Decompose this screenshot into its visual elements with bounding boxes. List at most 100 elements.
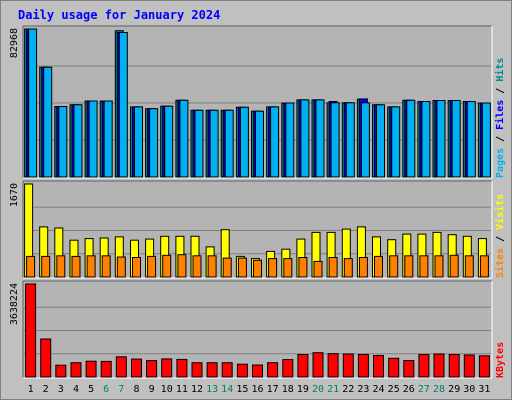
bar-pages-day-20 [315, 99, 325, 178]
bar-kbytes-day-24 [373, 355, 384, 378]
bar-pages-day-17 [270, 106, 280, 178]
bar-pages-day-27 [421, 101, 431, 178]
bar-pages-day-22 [345, 102, 355, 178]
bar-sites-day-16 [253, 259, 262, 278]
x-tick-label-day-4: 4 [73, 384, 79, 395]
bar-pages-day-24 [376, 104, 385, 178]
bar-kbytes-day-14 [221, 362, 233, 378]
bar-kbytes-day-28 [433, 353, 445, 378]
bar-kbytes-day-13 [206, 362, 218, 378]
x-tick-label-day-15: 15 [236, 384, 248, 395]
legend-entry: / [495, 230, 506, 248]
bar-sites-day-10 [162, 254, 172, 278]
x-tick-label-day-29: 29 [448, 384, 460, 395]
x-tick-label-day-1: 1 [28, 384, 34, 395]
x-tick-label-day-16: 16 [251, 384, 263, 395]
bar-kbytes-day-9 [146, 360, 158, 378]
bar-pages-day-11 [179, 99, 189, 178]
bar-pages-day-6 [103, 100, 113, 178]
series-sites [26, 254, 489, 278]
bar-pages-day-2 [43, 66, 53, 178]
x-tick-label-day-25: 25 [388, 384, 400, 395]
x-tick-label-day-12: 12 [191, 384, 203, 395]
x-tick-label-day-3: 3 [58, 384, 64, 395]
x-tick-label-day-10: 10 [161, 384, 173, 395]
y-max-label: 1670 [9, 183, 20, 207]
bar-sites-day-21 [328, 257, 338, 278]
bar-pages-day-28 [436, 100, 446, 178]
legend-entry: Hits [494, 58, 506, 82]
legend-entry: Files [494, 100, 506, 130]
bar-pages-day-13 [209, 109, 219, 178]
bar-pages-day-19 [300, 99, 310, 178]
bar-sites-day-18 [283, 258, 293, 278]
chart-title: Daily usage for January 2024 [18, 8, 220, 22]
x-tick-label-day-13: 13 [206, 384, 218, 395]
bar-sites-day-27 [419, 255, 429, 278]
bar-kbytes-day-5 [85, 360, 97, 378]
bar-kbytes-day-7 [115, 356, 127, 378]
x-tick-label-day-24: 24 [372, 384, 384, 395]
bar-sites-day-7 [116, 256, 126, 278]
x-tick-label-day-11: 11 [176, 384, 188, 395]
panel-visits-sites: 1670 Sites / Visits [9, 180, 506, 279]
bar-kbytes-day-29 [448, 354, 460, 378]
bar-sites-day-5 [86, 255, 96, 278]
legend-entry: / [495, 130, 506, 148]
panels-layer: 82968 Pages / Files / Hits 1670 Sites / Vis… [9, 25, 506, 379]
x-tick-label-day-8: 8 [133, 384, 139, 395]
bar-kbytes-day-6 [100, 360, 112, 378]
x-tick-label-day-26: 26 [403, 384, 415, 395]
series-legend: Pages / Files / Hits [494, 58, 506, 178]
bar-kbytes-day-23 [357, 354, 369, 378]
bar-sites-day-6 [101, 255, 111, 278]
bar-kbytes-day-11 [176, 358, 188, 378]
bar-pages-day-29 [451, 100, 461, 178]
x-tick-label-day-31: 31 [478, 384, 490, 395]
bar-pages-day-18 [285, 102, 295, 178]
bar-pages-day-23 [360, 102, 370, 178]
series-kbytes [25, 283, 490, 378]
series-pages [28, 28, 491, 178]
bar-kbytes-day-30 [463, 354, 475, 378]
bar-sites-day-11 [177, 254, 187, 278]
bar-sites-day-20 [313, 260, 323, 278]
bar-sites-day-15 [237, 257, 247, 278]
bar-kbytes-day-21 [327, 353, 339, 378]
x-tick-label-day-18: 18 [282, 384, 294, 395]
bar-sites-day-26 [404, 255, 414, 278]
x-tick-label-day-23: 23 [357, 384, 369, 395]
bar-sites-day-22 [343, 258, 353, 278]
bar-sites-day-31 [479, 255, 489, 278]
x-tick-label-day-6: 6 [103, 384, 109, 395]
bar-pages-day-5 [88, 100, 98, 178]
bar-sites-day-14 [222, 257, 232, 278]
x-axis-labels: 1 2 3 4 5 6 7 8 9 10 11 12 13 14 15 16 17 18 19 20 21 22 23 24 2… [28, 384, 491, 395]
bar-sites-day-1 [26, 255, 36, 278]
series-legend: KBytes [495, 342, 506, 378]
x-tick-label-day-14: 14 [221, 384, 233, 395]
x-tick-label-day-17: 17 [267, 384, 279, 395]
bar-pages-day-8 [134, 106, 143, 178]
legend-entry: Pages [495, 148, 506, 178]
bar-kbytes-day-22 [342, 353, 354, 378]
x-tick-label-day-21: 21 [327, 384, 339, 395]
x-tick-label-day-22: 22 [342, 384, 354, 395]
bar-sites-day-12 [192, 255, 202, 278]
legend-entry: KBytes [495, 342, 506, 378]
x-tick-label-day-28: 28 [433, 384, 445, 395]
x-tick-label-day-5: 5 [88, 384, 94, 395]
x-tick-label-day-27: 27 [418, 384, 430, 395]
y-max-label: 82968 [9, 28, 20, 58]
panel-kbytes: 3638224 KBytes [9, 280, 506, 379]
bar-kbytes-day-8 [131, 358, 142, 378]
bar-pages-day-26 [406, 99, 416, 178]
bar-pages-day-9 [149, 108, 159, 178]
bar-sites-day-30 [464, 255, 474, 278]
bar-pages-day-21 [330, 102, 340, 178]
bar-pages-day-12 [194, 109, 204, 178]
bar-sites-day-4 [71, 255, 81, 278]
bar-kbytes-day-1 [25, 283, 37, 378]
bar-kbytes-day-25 [388, 357, 400, 378]
